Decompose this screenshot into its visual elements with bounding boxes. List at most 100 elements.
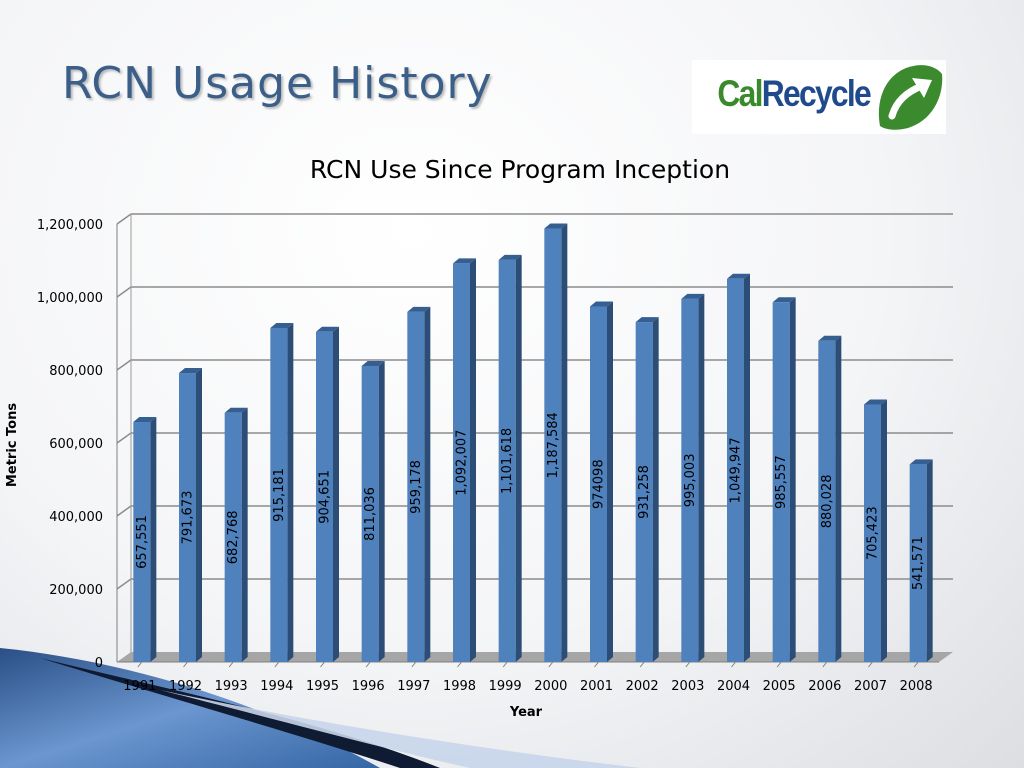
bar-top xyxy=(727,273,750,279)
bar: 1,187,584 xyxy=(544,223,568,662)
x-tick-label: 1997 xyxy=(397,679,430,694)
y-tick-label: 400,000 xyxy=(49,510,103,525)
bar-top xyxy=(681,293,705,299)
bar: 904,651 xyxy=(316,326,339,662)
bar-side xyxy=(789,297,796,662)
bar: 541,571 xyxy=(909,459,933,662)
bar-side xyxy=(378,360,385,662)
recycle-arrow-icon xyxy=(878,65,943,130)
bar-top xyxy=(407,306,431,312)
bar-side xyxy=(241,407,248,662)
bar-side xyxy=(926,459,933,662)
x-tick-mark xyxy=(594,661,599,668)
data-label: 995,003 xyxy=(683,454,698,508)
bar-front xyxy=(133,421,151,662)
x-tick-mark xyxy=(320,661,325,668)
data-label: 985,557 xyxy=(774,455,789,509)
bar-front xyxy=(453,263,470,662)
bar: 1,092,007 xyxy=(453,258,476,662)
bar-top xyxy=(864,399,887,405)
bar-front xyxy=(498,259,516,662)
x-tick-label: 2008 xyxy=(900,679,933,694)
logo-text-recycle: Recycle xyxy=(761,73,872,114)
bar-top xyxy=(498,254,522,260)
data-label: 880,028 xyxy=(820,475,835,529)
bar: 985,557 xyxy=(772,297,796,662)
x-tick-mark xyxy=(776,661,782,668)
bar: 915,181 xyxy=(270,322,294,662)
x-tick-label: 1994 xyxy=(260,679,293,694)
y-axis-title: Metric Tons xyxy=(5,403,20,487)
x-tick-mark xyxy=(228,661,234,668)
data-label: 811,036 xyxy=(363,487,378,541)
x-tick-label: 1993 xyxy=(215,679,248,694)
bar-top xyxy=(635,317,659,323)
gridline-diagonal xyxy=(116,432,132,444)
gridlines xyxy=(116,213,953,590)
y-tick-label: 800,000 xyxy=(49,364,103,379)
bar-front xyxy=(681,298,699,662)
bar-top xyxy=(361,360,385,366)
bar: 791,673 xyxy=(179,368,202,662)
bar-side xyxy=(881,399,887,662)
x-tick-mark xyxy=(183,661,188,668)
bar: 682,768 xyxy=(224,407,248,662)
x-tick-mark xyxy=(411,661,417,668)
slide-title: RCN Usage History xyxy=(62,58,493,109)
bar-side xyxy=(150,416,157,662)
data-label: 705,423 xyxy=(866,506,881,560)
bar-front xyxy=(407,311,425,662)
bar-top xyxy=(224,407,248,413)
bar-top xyxy=(909,459,933,465)
bar-side xyxy=(698,293,705,662)
calrecycle-logo: CalRecycle xyxy=(692,60,946,134)
bar-front xyxy=(270,327,288,662)
x-tick-label: 1992 xyxy=(169,679,202,694)
x-tick-label: 1998 xyxy=(443,679,476,694)
x-tick-mark xyxy=(639,661,645,668)
x-tick-mark xyxy=(548,661,554,668)
x-tick-label: 2004 xyxy=(717,679,750,694)
y-tick-label: 600,000 xyxy=(49,437,103,452)
x-tick-mark xyxy=(685,661,691,668)
bar-front xyxy=(909,464,927,662)
bar: 811,036 xyxy=(361,360,385,662)
y-tick-label: 200,000 xyxy=(49,583,103,598)
bar: 931,258 xyxy=(635,317,659,662)
data-label: 1,101,618 xyxy=(500,428,515,494)
bar-top xyxy=(316,326,339,332)
bar-top xyxy=(179,368,202,374)
data-label: 915,181 xyxy=(272,468,287,522)
bar-side xyxy=(652,317,659,662)
y-tick-label: 1,200,000 xyxy=(37,218,103,233)
bar-top xyxy=(453,258,476,264)
bar: 1,049,947 xyxy=(727,273,750,662)
bar-side xyxy=(287,322,294,662)
bar-top xyxy=(818,335,842,341)
bar-side xyxy=(515,254,522,662)
bar-front xyxy=(590,306,607,662)
x-tick-mark xyxy=(913,661,919,668)
bars: 657,551 791,673 682,768 915,181 904,651 811,0… xyxy=(133,223,933,662)
x-tick-mark xyxy=(822,661,828,668)
x-tick-label: 2000 xyxy=(534,679,567,694)
data-label: 931,258 xyxy=(637,465,652,519)
bar-front xyxy=(635,322,653,662)
bar: 959,178 xyxy=(407,306,431,662)
logo-wordmark: CalRecycle xyxy=(717,72,872,116)
x-tick-label: 1995 xyxy=(306,679,339,694)
x-tick-mark xyxy=(502,661,508,668)
data-label: 1,049,947 xyxy=(729,437,744,503)
gridline-diagonal xyxy=(116,578,132,590)
bar-top xyxy=(270,322,294,328)
x-tick-label: 1996 xyxy=(352,679,385,694)
data-label: 791,673 xyxy=(181,491,196,545)
data-label: 1,187,584 xyxy=(546,412,561,478)
tick-labels: 0 200,000 400,000 600,000 800,000 1,000,000 1,… xyxy=(37,218,933,694)
bar-top xyxy=(544,223,568,229)
gridline-diagonal xyxy=(116,213,132,225)
x-tick-mark xyxy=(365,661,371,668)
bar-top xyxy=(772,297,796,303)
